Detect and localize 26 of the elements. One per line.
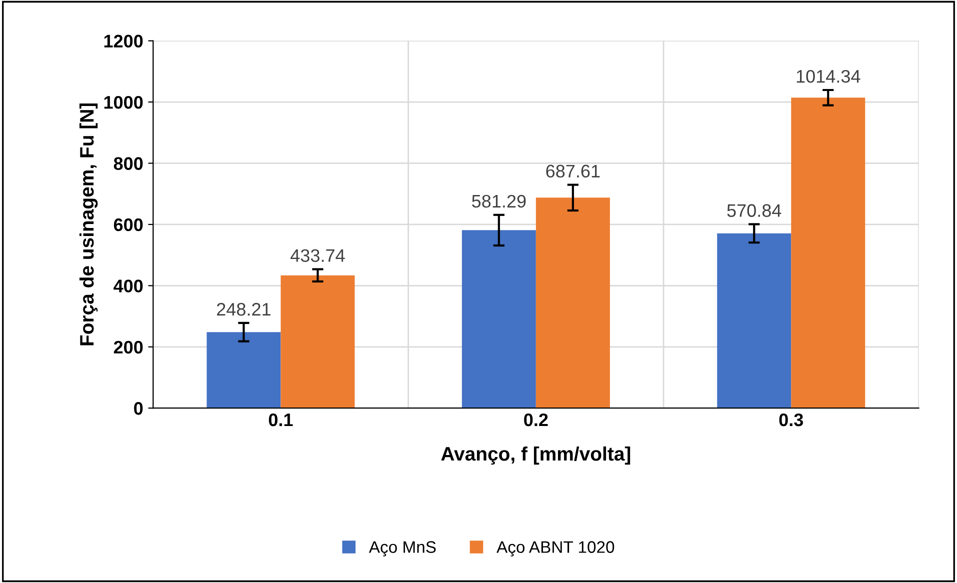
y-tick-label: 800: [114, 157, 143, 170]
bar: [206, 332, 281, 408]
data-label: 248.21: [217, 302, 270, 316]
data-label: 433.74: [290, 249, 345, 262]
bar: [791, 98, 866, 408]
y-tick-label: 600: [114, 218, 143, 232]
bar: [280, 275, 355, 408]
y-tick-label: 400: [114, 280, 143, 292]
data-label: 581.29: [472, 194, 526, 208]
x-axis-title: Avanço, f [mm/volta]: [441, 446, 630, 465]
data-label: 687.61: [546, 164, 600, 178]
bar: [462, 230, 536, 408]
legend-label: Aço ABNT 1020: [496, 541, 614, 556]
y-tick-label: 1200: [104, 34, 143, 48]
x-tick-label: 0.3: [779, 413, 804, 426]
legend-label: Aço MnS: [368, 541, 436, 556]
y-tick-label: 1000: [104, 96, 143, 109]
y-tick-label: 0: [134, 402, 143, 415]
data-label: 570.84: [727, 204, 782, 217]
x-tick-label: 0.1: [268, 413, 293, 426]
bar: [536, 198, 610, 408]
y-tick-label: 200: [114, 340, 143, 354]
y-axis-title: Força de usinagem, Fu [N]: [79, 103, 98, 346]
bar: [717, 233, 792, 408]
data-label: 1014.34: [796, 70, 860, 83]
x-tick-label: 0.2: [524, 413, 548, 426]
